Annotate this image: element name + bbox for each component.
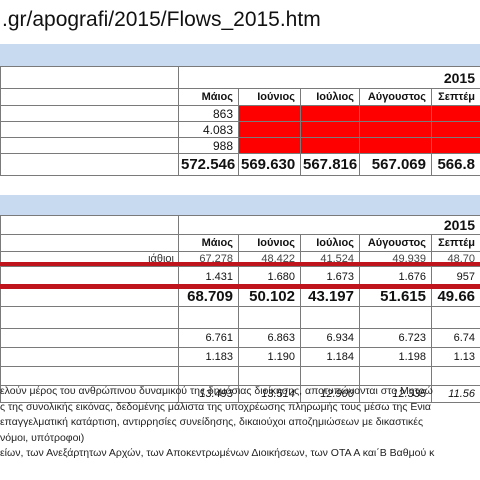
highlighted-cell — [359, 121, 432, 138]
highlighted-cell — [359, 137, 432, 154]
table-cell: 1.184 — [300, 347, 360, 367]
table-row: 1.183 1.190 1.184 1.198 1.13 — [0, 347, 480, 367]
total-cell: 12.900 — [300, 385, 360, 403]
footnote-line: ς της συνολικής εικόνας, δεδομένης μάλισ… — [0, 400, 431, 413]
total-cell: 51.615 — [359, 286, 432, 307]
table-cell: 988 — [178, 137, 239, 154]
footnote-line: είων, των Ανεξάρτητων Αρχών, των Αποκεντ… — [0, 447, 435, 459]
highlighted-cell — [300, 137, 360, 154]
total-cell: 12.335 — [359, 385, 432, 403]
month-header: Ιούνιος — [238, 234, 301, 252]
month-header: Αύγουστος — [359, 234, 432, 252]
highlighted-cell — [430, 105, 480, 122]
monthly-flows-table: 2015 Μάιος Ιούνιος Ιούλιος Αύγουστος Σεπ… — [0, 66, 480, 176]
table-row: 6.761 6.863 6.934 6.723 6.74 — [0, 328, 480, 348]
table-cell: 6.934 — [300, 328, 360, 348]
red-highlight-line — [0, 284, 480, 289]
table2-header-band — [0, 195, 480, 215]
table-cell: 1.431 — [178, 266, 239, 287]
footnote-line: επαγγελματική κατάρτιση, αντιρρησίες συν… — [0, 416, 424, 428]
total-cell: 567.069 — [359, 153, 432, 176]
table-cell: 4.083 — [178, 121, 239, 138]
highlighted-cell — [430, 137, 480, 154]
total-cell: 567.816 — [300, 153, 360, 176]
table-cell: 1.13 — [430, 347, 480, 367]
month-header: Ιούνιος — [238, 88, 301, 106]
table-cell: 1.198 — [359, 347, 432, 367]
total-cell: 13.493 — [178, 385, 239, 403]
month-header: Σεπτέμ — [430, 234, 480, 252]
hiring-flows-table: 2015 Μάιος Ιούνιος Ιούλιος Αύγουστος Σεπ… — [0, 215, 480, 403]
month-header: Σεπτέμ — [430, 88, 480, 106]
highlighted-cell — [359, 105, 432, 122]
total-cell: 569.630 — [238, 153, 301, 176]
table-cell: 1.190 — [238, 347, 301, 367]
table-row: 863 — [0, 105, 480, 122]
highlighted-cell — [238, 137, 301, 154]
highlighted-cell — [238, 121, 301, 138]
month-header: Ιούλιος — [300, 234, 360, 252]
total-cell: 572.546 — [178, 153, 239, 176]
table-cell: 1.183 — [178, 347, 239, 367]
total-cell: 566.8 — [430, 153, 480, 176]
total-cell: 11.56 — [430, 385, 480, 403]
total-cell: 43.197 — [300, 286, 360, 307]
highlighted-cell — [300, 121, 360, 138]
totals-row: 68.709 50.102 43.197 51.615 49.66 — [0, 286, 480, 307]
totals-row: 572.546 569.630 567.816 567.069 566.8 — [0, 153, 480, 176]
month-header: Μάιος — [178, 234, 239, 252]
total-cell: 50.102 — [238, 286, 301, 307]
totals-row: 13.493 13.514 12.900 12.335 11.56 — [0, 385, 480, 403]
month-header: Ιούλιος — [300, 88, 360, 106]
table-cell: 6.863 — [238, 328, 301, 348]
table2-year: 2015 — [177, 215, 480, 235]
url-text: .gr/apografi/2015/Flows_2015.htm — [2, 8, 321, 31]
highlighted-cell — [430, 121, 480, 138]
table1-header-band — [0, 44, 480, 66]
highlighted-cell — [238, 105, 301, 122]
table-row: 988 — [0, 137, 480, 154]
table-cell: 6.723 — [359, 328, 432, 348]
url-bar[interactable]: .gr/apografi/2015/Flows_2015.htm — [0, 0, 480, 40]
table1-year: 2015 — [177, 66, 480, 89]
red-highlight-line — [0, 262, 480, 266]
table-cell: 6.74 — [430, 328, 480, 348]
total-cell: 68.709 — [178, 286, 239, 307]
table-row: 4.083 — [0, 121, 480, 138]
month-header: Μάιος — [178, 88, 239, 106]
total-cell: 49.66 — [430, 286, 480, 307]
month-header: Αύγουστος — [359, 88, 432, 106]
highlighted-cell — [300, 105, 360, 122]
table-cell: 863 — [178, 105, 239, 122]
total-cell: 13.514 — [238, 385, 301, 403]
footnote-line: ελούν μέρος του ανθρώπινου δυναμικού της… — [0, 385, 433, 397]
footnote-line: νόμοι, υπότροφοι) — [0, 431, 85, 444]
footnotes: ελούν μέρος του ανθρώπινου δυναμικού της… — [0, 384, 480, 462]
table-cell: 6.761 — [178, 328, 239, 348]
